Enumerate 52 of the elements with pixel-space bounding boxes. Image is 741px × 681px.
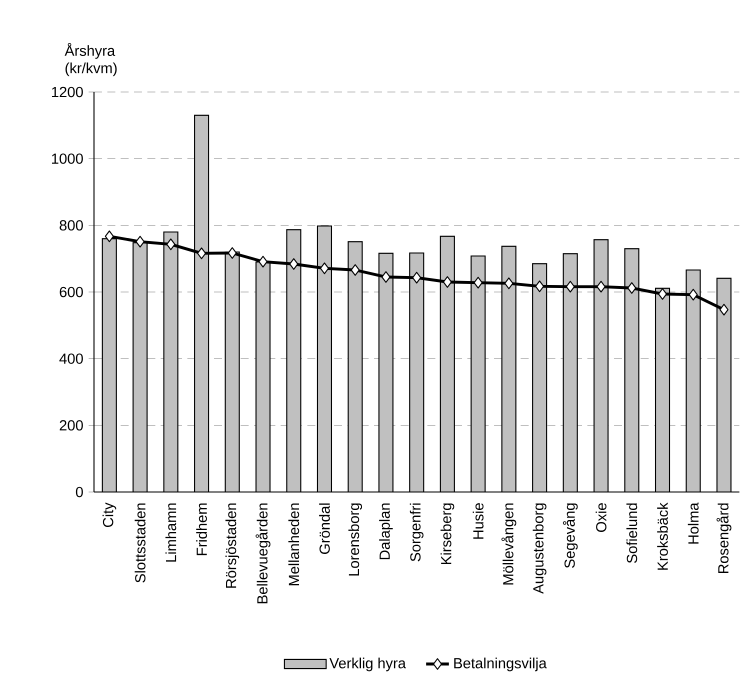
- x-tick-label: Gröndal: [319, 503, 330, 554]
- x-tick-label: Augustenborg: [532, 503, 546, 594]
- x-tick-label: Segevång: [562, 503, 578, 568]
- point: [566, 280, 575, 293]
- point: [289, 258, 298, 270]
- x-tick-label: Sofielund: [626, 503, 638, 563]
- point: [258, 256, 268, 268]
- point: [320, 262, 330, 274]
- x-tick-label: Lorensborg: [348, 503, 362, 576]
- y-axis-title: Årshyra (kr/kvm): [64, 43, 117, 76]
- x-tick-label: Sorgenfri: [410, 503, 424, 562]
- point: [381, 271, 390, 283]
- point: [474, 276, 483, 289]
- point: [596, 280, 606, 293]
- y-tick-label: 600: [60, 286, 83, 298]
- y-tick-label: 1200: [52, 86, 83, 98]
- x-tick-label: Kroksbäck: [657, 502, 668, 570]
- x-tick-label: Limhamn: [165, 503, 176, 562]
- point: [504, 277, 514, 290]
- point: [442, 276, 452, 288]
- point: [228, 247, 237, 259]
- x-tick-label: Möllevången: [501, 503, 516, 584]
- point: [412, 272, 422, 284]
- x-tick-label: Dalaplan: [379, 503, 393, 560]
- x-tick-label: Slottsstaden: [134, 503, 146, 583]
- point: [136, 236, 145, 248]
- y-tick-label: 800: [60, 220, 83, 231]
- y-tick-label: 200: [60, 420, 83, 431]
- point: [719, 304, 729, 316]
- legend-label: Betalningsvilja: [454, 658, 547, 672]
- y-tick-label: 0: [76, 486, 83, 498]
- x-tick-label: Kirseberg: [440, 503, 454, 564]
- point: [104, 230, 114, 242]
- point: [688, 288, 698, 301]
- x-tick-label: Rörsjöstaden: [225, 503, 240, 588]
- point: [627, 282, 636, 294]
- y-tick-label: 1000: [52, 153, 83, 164]
- x-tick-label: Fridhem: [196, 503, 207, 556]
- x-tick-label: Rosengård: [716, 503, 732, 574]
- x-tick-label: Bellevuegården: [256, 503, 270, 604]
- x-tick-label: City: [102, 502, 116, 527]
- x-tick-label: Holma: [688, 502, 699, 544]
- legend-label: Verklig hyra: [329, 658, 406, 672]
- point: [658, 288, 668, 300]
- y-tick-label: 400: [59, 353, 83, 364]
- point: [350, 264, 360, 276]
- x-tick-label: Mellanheden: [288, 503, 300, 586]
- x-tick-label: Oxie: [596, 503, 606, 532]
- point: [166, 238, 176, 250]
- point: [535, 280, 544, 292]
- x-tick-label: Husie: [472, 503, 484, 539]
- point: [197, 247, 206, 260]
